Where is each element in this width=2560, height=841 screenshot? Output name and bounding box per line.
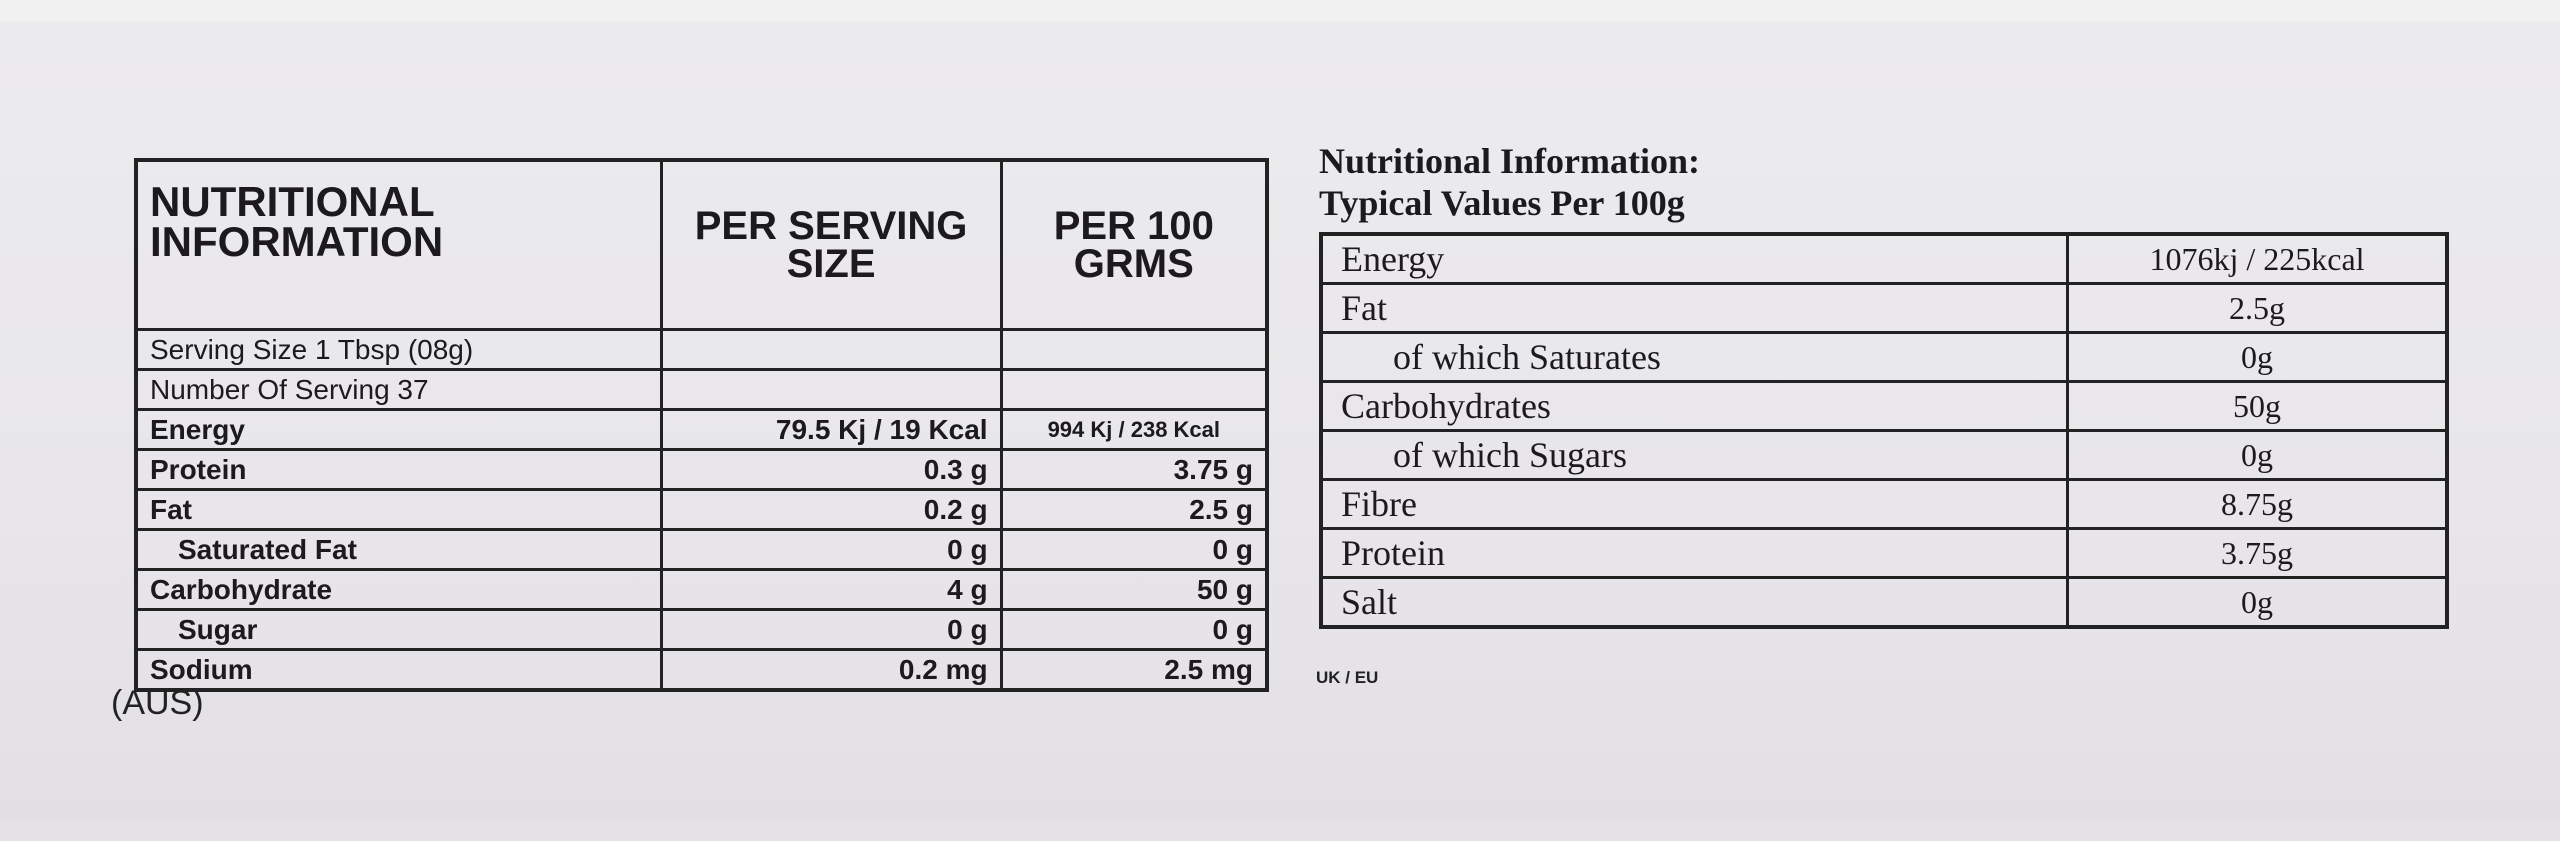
- header-row: NUTRITIONAL INFORMATION PER SERVING SIZE P…: [134, 158, 1269, 331]
- row-label: Protein: [134, 448, 663, 491]
- uk-title-line: Typical Values Per 100g: [1319, 183, 1685, 223]
- cell-value: 0g: [2066, 331, 2449, 383]
- table-row: Number Of Serving 37: [134, 368, 1269, 411]
- row-label: Protein: [1319, 527, 2069, 579]
- row-label: Energy: [134, 408, 663, 451]
- row-label: of which Saturates: [1319, 331, 2069, 383]
- cell-value: 3.75 g: [999, 448, 1269, 491]
- uk-title-line: Nutritional Information:: [1319, 141, 1700, 181]
- row-label: Carbohydrate: [134, 568, 663, 611]
- cell-value: 0g: [2066, 576, 2449, 629]
- table-row: Serving Size 1 Tbsp (08g): [134, 328, 1269, 371]
- table-row: Energy 79.5 Kj / 19 Kcal 994 Kj / 238 Kcal: [134, 408, 1269, 451]
- cell-value: 1076kj / 225kcal: [2066, 232, 2449, 285]
- cell-value: 3.75g: [2066, 527, 2449, 579]
- row-label: Fibre: [1319, 478, 2069, 530]
- cell-value: 0.3 g: [659, 448, 1003, 491]
- row-label: Serving Size 1 Tbsp (08g): [134, 328, 663, 371]
- cell-value: 50g: [2066, 380, 2449, 432]
- row-label: Energy: [1319, 232, 2069, 285]
- cell-value: 2.5 mg: [999, 648, 1269, 692]
- table-row: Carbohydrates 50g: [1319, 380, 2449, 432]
- top-strip: [0, 0, 2560, 22]
- table-row: of which Saturates 0g: [1319, 331, 2449, 383]
- header-cell: PER 100 GRMS: [999, 158, 1269, 331]
- table-row: Fat 0.2 g 2.5 g: [134, 488, 1269, 531]
- table-row: Fibre 8.75g: [1319, 478, 2449, 530]
- table-row: Salt 0g: [1319, 576, 2449, 629]
- row-label: Salt: [1319, 576, 2069, 629]
- uk-nutrition-table: Energy 1076kj / 225kcal Fat 2.5g of which Sa…: [1319, 232, 2449, 629]
- cell-value: 994 Kj / 238 Kcal: [999, 408, 1269, 451]
- table-row: Protein 3.75g: [1319, 527, 2449, 579]
- cell-value: 8.75g: [2066, 478, 2449, 530]
- table-row: Carbohydrate 4 g 50 g: [134, 568, 1269, 611]
- row-label: Number Of Serving 37: [134, 368, 663, 411]
- cell-value: 0 g: [999, 528, 1269, 571]
- empty-cell: [999, 368, 1269, 411]
- row-label: Fat: [1319, 282, 2069, 334]
- empty-cell: [999, 328, 1269, 371]
- row-label: Saturated Fat: [134, 528, 663, 571]
- row-label: Sugar: [134, 608, 663, 651]
- cell-value: 0.2 mg: [659, 648, 1003, 692]
- cell-value: 79.5 Kj / 19 Kcal: [659, 408, 1003, 451]
- table-row: Protein 0.3 g 3.75 g: [134, 448, 1269, 491]
- header-cell: PER SERVING SIZE: [659, 158, 1003, 331]
- cell-value: 4 g: [659, 568, 1003, 611]
- empty-cell: [659, 328, 1003, 371]
- aus-footnote: (AUS): [111, 684, 204, 722]
- cell-value: 0 g: [999, 608, 1269, 651]
- cell-value: 0.2 g: [659, 488, 1003, 531]
- row-label: of which Sugars: [1319, 429, 2069, 481]
- table-row: Energy 1076kj / 225kcal: [1319, 232, 2449, 285]
- cell-value: 50 g: [999, 568, 1269, 611]
- row-label: Fat: [134, 488, 663, 531]
- uk-footnote: UK / EU: [1316, 668, 1379, 687]
- table-row: Fat 2.5g: [1319, 282, 2449, 334]
- header-cell: NUTRITIONAL INFORMATION: [134, 158, 663, 331]
- cell-value: 2.5g: [2066, 282, 2449, 334]
- cell-value: 0g: [2066, 429, 2449, 481]
- table-row: of which Sugars 0g: [1319, 429, 2449, 481]
- uk-title: Nutritional Information: Typical Values …: [1319, 140, 1700, 224]
- row-label: Sodium: [134, 648, 663, 692]
- cell-value: 0 g: [659, 528, 1003, 571]
- cell-value: 2.5 g: [999, 488, 1269, 531]
- empty-cell: [659, 368, 1003, 411]
- table-row: Sodium 0.2 mg 2.5 mg: [134, 648, 1269, 692]
- row-label: Carbohydrates: [1319, 380, 2069, 432]
- cell-value: 0 g: [659, 608, 1003, 651]
- aus-nutrition-table: NUTRITIONAL INFORMATION PER SERVING SIZE P…: [134, 158, 1269, 692]
